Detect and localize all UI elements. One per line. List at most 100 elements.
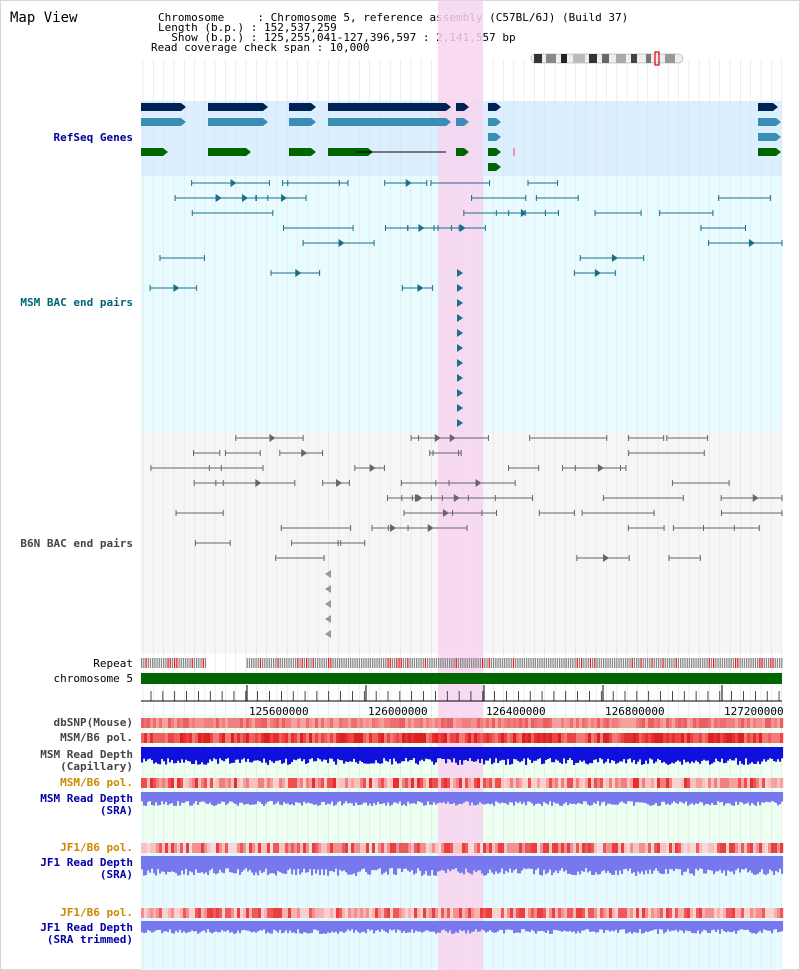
msm-pol2-cell: [375, 778, 379, 788]
repeat-feature: [534, 658, 537, 668]
msm-pol-cell: [588, 733, 592, 743]
jf1-sra-depth-bar: [489, 856, 492, 870]
msm-capillary-depth-bar: [753, 747, 756, 764]
jf1-trimmed-depth-bar: [539, 921, 542, 932]
label-line: (Capillary): [60, 760, 133, 773]
jf1-pol2-cell: [420, 908, 424, 918]
jf1-pol2-cell: [453, 908, 457, 918]
msm-capillary-depth-bar: [291, 747, 294, 763]
msm-sra-depth-bar: [649, 792, 652, 806]
msm-sra-depth-bar: [627, 792, 630, 802]
msm-pol2-cell: [270, 778, 274, 788]
msm-capillary-depth-bar: [393, 747, 396, 759]
jf1-sra-depth-bar: [465, 856, 468, 869]
jf1-pol2-cell: [225, 908, 229, 918]
jf1-trimmed-depth-bar: [695, 921, 698, 934]
jf1-pol2-cell: [222, 908, 226, 918]
msm-pol-cell: [561, 733, 565, 743]
jf1-sra-depth-bar: [215, 856, 218, 875]
jf1-sra-depth-bar: [767, 856, 770, 874]
msm-sra-depth-bar: [259, 792, 262, 803]
dbsnp-cell: [573, 718, 577, 728]
jf1-trimmed-depth-bar: [333, 921, 336, 933]
dbsnp-cell: [606, 718, 610, 728]
msm-capillary-depth-bar: [307, 747, 310, 763]
msm-pol2-cell: [621, 778, 625, 788]
jf1-pol2-cell: [720, 908, 724, 918]
jf1-sra-depth-bar: [733, 856, 736, 875]
repeat-feature: [578, 658, 581, 668]
msm-pol-cell: [678, 733, 682, 743]
jf1-sra-depth-bar: [145, 856, 148, 876]
msm-sra-depth-bar: [319, 792, 322, 806]
jf1-trimmed-depth-bar: [381, 921, 384, 930]
msm-sra-depth-bar: [733, 792, 736, 806]
jf1-pol2-cell: [660, 908, 664, 918]
jf1-trimmed-depth-bar: [593, 921, 596, 932]
repeat-feature: [180, 658, 182, 668]
msm-sra-depth-bar: [479, 792, 482, 803]
jf1-trimmed-depth-bar: [719, 921, 722, 934]
msm-capillary-depth-bar: [507, 747, 510, 760]
jf1-pol-cell: [330, 843, 334, 853]
dbsnp-cell: [237, 718, 241, 728]
dbsnp-cell: [171, 718, 175, 728]
msm-sra-depth-bar: [509, 792, 512, 802]
jf1-pol2-cell: [186, 908, 190, 918]
jf1-pol2-cell: [456, 908, 460, 918]
jf1-sra-depth-bar: [505, 856, 508, 871]
msm-sra-depth-bar: [385, 792, 388, 806]
msm-pol2-cell: [252, 778, 256, 788]
jf1-pol2-cell: [246, 908, 250, 918]
gene-arrow: [496, 133, 501, 141]
jf1-sra-depth-bar: [775, 856, 778, 871]
jf1-sra-depth-bar: [173, 856, 176, 872]
repeat-feature: [264, 658, 266, 668]
gene-block: [488, 148, 496, 156]
jf1-sra-depth-bar: [359, 856, 362, 872]
jf1-trimmed-depth-bar: [525, 921, 528, 932]
msm-capillary-depth-bar: [199, 747, 202, 765]
axis-tick-label: 127200000: [724, 705, 784, 718]
jf1-trimmed-depth-bar: [409, 921, 412, 933]
repeat-feature: [321, 658, 323, 668]
repeat-feature: [759, 658, 761, 668]
repeat-feature: [589, 658, 592, 668]
jf1-pol-cell: [300, 843, 304, 853]
repeat-feature: [539, 658, 541, 668]
jf1-trimmed-depth-bar: [297, 921, 300, 930]
msm-sra-depth-bar: [235, 792, 238, 805]
msm-pol-cell: [720, 733, 724, 743]
msm-pol-cell: [462, 733, 466, 743]
repeat-feature: [266, 658, 268, 668]
axis-tick-label: 125600000: [249, 705, 309, 718]
jf1-pol-cell: [711, 843, 715, 853]
jf1-trimmed-depth-bar: [477, 921, 480, 932]
dbsnp-cell: [705, 718, 709, 728]
jf1-sra-depth-bar: [495, 856, 498, 872]
msm-sra-depth-bar: [193, 792, 196, 804]
msm-pol-cell: [669, 733, 673, 743]
jf1-pol-cell: [528, 843, 532, 853]
jf1-trimmed-depth-bar: [371, 921, 374, 930]
msm-capillary-depth-bar: [489, 747, 492, 759]
jf1-pol2-cell: [699, 908, 703, 918]
msm-capillary-depth-bar: [567, 747, 570, 761]
jf1-trimmed-depth-bar: [259, 921, 262, 931]
repeat-feature: [385, 658, 387, 668]
msm-pol-cell: [177, 733, 181, 743]
jf1-sra-depth-bar: [555, 856, 558, 871]
b6n-pair-marker: [453, 494, 460, 502]
jf1-sra-depth-bar: [621, 856, 624, 874]
jf1-sra-depth-bar: [249, 856, 252, 870]
msm-sra-depth-bar: [691, 792, 694, 804]
dbsnp-cell: [315, 718, 319, 728]
jf1-pol-cell: [585, 843, 589, 853]
msm-capillary-depth-bar: [681, 747, 684, 765]
msm-sra-depth-bar: [273, 792, 276, 805]
jf1-sra-depth-bar: [415, 856, 418, 874]
msm-sra-depth-bar: [705, 792, 708, 804]
jf1-pol2-cell: [639, 908, 643, 918]
msm-pol2-cell: [414, 778, 418, 788]
dbsnp-cell: [675, 718, 679, 728]
